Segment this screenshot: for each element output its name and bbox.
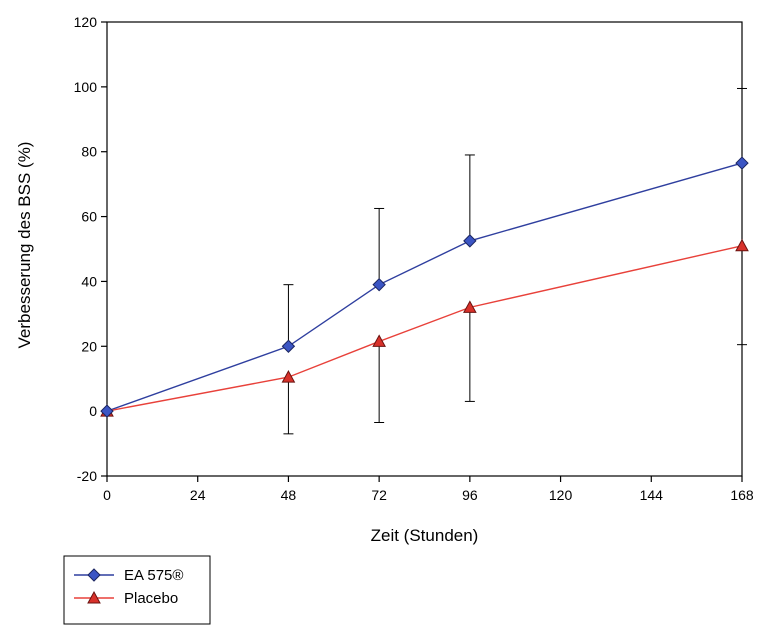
data-point-placebo (463, 300, 477, 313)
x-tick-label: 0 (103, 487, 111, 503)
series-line-ea575 (106, 162, 743, 412)
series-line-placebo (106, 245, 743, 412)
legend-marker-ea575 (87, 568, 101, 582)
x-tick-label: 24 (190, 487, 206, 503)
data-point-ea575 (281, 339, 296, 353)
legend-label: Placebo (124, 590, 178, 607)
data-point-placebo (281, 370, 296, 383)
x-tick-label: 72 (371, 487, 387, 503)
data-point-ea575 (735, 156, 749, 170)
x-tick-label: 168 (730, 487, 754, 503)
y-tick-label: 120 (74, 14, 98, 30)
data-point-placebo (372, 334, 386, 347)
y-tick-label: 0 (89, 403, 97, 419)
x-tick-label: 144 (640, 487, 664, 503)
data-point-ea575 (372, 277, 386, 292)
y-tick-label: 100 (74, 79, 98, 95)
x-axis-title: Zeit (Stunden) (371, 526, 479, 545)
y-tick-label: 40 (81, 273, 97, 289)
legend-marker-placebo (87, 590, 101, 604)
x-tick-label: 120 (549, 487, 573, 503)
x-tick-label: 96 (462, 487, 478, 503)
legend-box (63, 555, 211, 625)
y-tick-label: 20 (81, 338, 97, 354)
y-tick-label: 60 (81, 209, 97, 225)
legend: EA 575® Placebo (63, 555, 211, 625)
data-point-ea575 (463, 234, 477, 248)
y-axis-title: Verbesserung des BSS (%) (15, 142, 34, 349)
plot-frame (106, 21, 743, 477)
y-tick-label: 80 (81, 144, 97, 160)
data-point-placebo (735, 238, 749, 252)
x-tick-label: 48 (281, 487, 297, 503)
data-point-ea575 (100, 404, 114, 418)
y-tick-label: -20 (77, 468, 97, 484)
legend-label: EA 575® (124, 567, 183, 584)
